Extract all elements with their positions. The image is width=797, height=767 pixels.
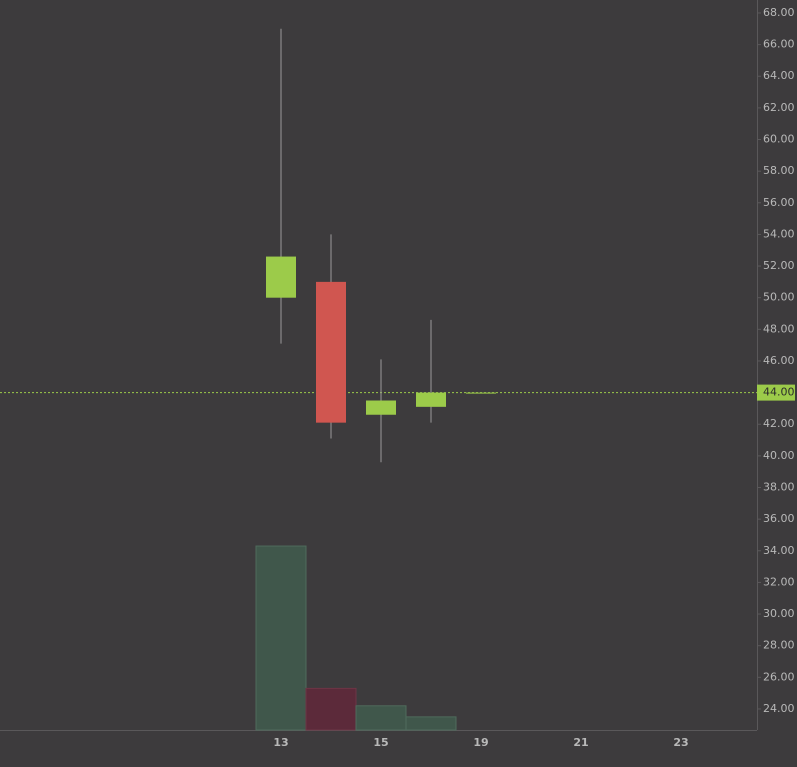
x-tick-label: 21 [573,736,588,749]
last-price-box [757,384,795,401]
y-tick-label: 36.00 [763,512,795,525]
x-tick-label: 23 [673,736,688,749]
volume-bar [355,705,407,731]
y-tick-label: 54.00 [763,227,795,240]
volume-bar [305,687,357,731]
y-tick-label: 58.00 [763,164,795,177]
y-tick-label: 66.00 [763,38,795,51]
y-tick-label: 24.00 [763,702,795,715]
y-tick-label: 42.00 [763,417,795,430]
candle-body [466,392,496,394]
y-tick-label: 40.00 [763,449,795,462]
y-tick-label: 52.00 [763,259,795,272]
y-tick-label: 50.00 [763,291,795,304]
y-tick-label: 48.00 [763,322,795,335]
y-tick-label: 64.00 [763,69,795,82]
y-tick-label: 62.00 [763,101,795,114]
y-tick-label: 46.00 [763,354,795,367]
y-tick-label: 28.00 [763,639,795,652]
y-tick-label: 60.00 [763,133,795,146]
x-tick-label: 15 [373,736,388,749]
x-tick-label: 13 [273,736,288,749]
y-tick-label: 26.00 [763,670,795,683]
candle-body [316,281,346,423]
volume-bar [255,545,307,731]
volume-bar [405,716,457,731]
x-tick-label: 19 [473,736,488,749]
y-tick-label: 38.00 [763,481,795,494]
last-price-label: 44.00 [763,386,795,399]
candle-body [266,256,296,298]
y-tick-label: 56.00 [763,196,795,209]
y-tick-label: 68.00 [763,6,795,19]
candle-body [416,392,446,407]
y-tick-label: 32.00 [763,575,795,588]
y-tick-label: 30.00 [763,607,795,620]
candle-body [366,400,396,415]
y-tick-label: 34.00 [763,544,795,557]
